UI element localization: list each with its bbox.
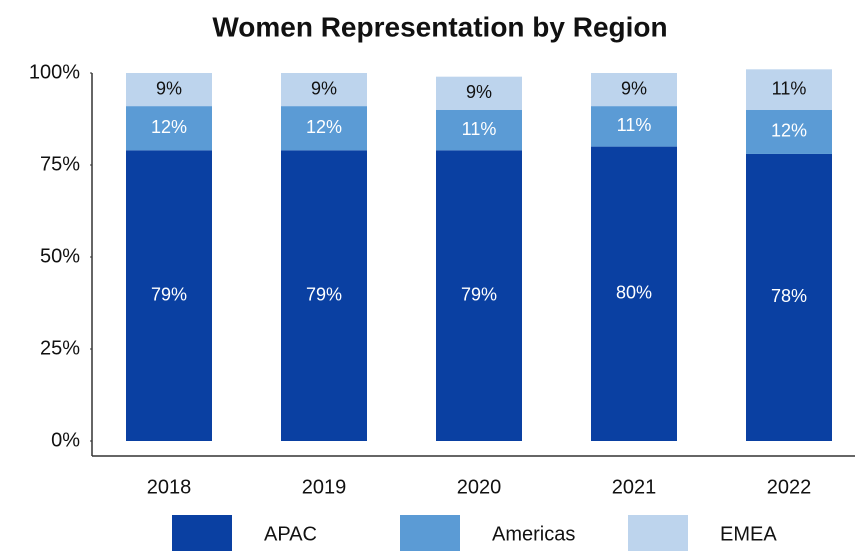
bar-segment [746,109,832,154]
bar-segment [281,150,367,441]
legend-label: Americas [492,523,575,545]
legend-swatch [628,515,688,551]
value-label: 78% [771,286,807,306]
value-label: 11% [772,78,807,98]
x-tick-label: 2018 [147,476,192,498]
bar-segment [436,76,522,110]
value-label: 9% [156,78,182,98]
legend-swatch [400,515,460,551]
value-label: 79% [461,284,497,304]
value-label: 12% [771,121,807,141]
bar-segment [591,106,677,147]
bar-segment [281,73,367,107]
legend-label: APAC [264,523,317,545]
bar-segment [126,106,212,151]
value-label: 9% [621,78,647,98]
legend-label: EMEA [720,523,777,545]
x-tick-label: 2021 [612,476,657,498]
value-label: 12% [306,117,342,137]
y-tick-label: 100% [29,61,80,83]
chart-title: Women Representation by Region [212,11,667,42]
bar-segment [436,150,522,441]
value-label: 12% [151,117,187,137]
legend-swatch [172,515,232,551]
bar-segment [746,153,832,441]
y-tick-label: 50% [40,245,80,267]
bar-segment [126,73,212,107]
bar-segment [436,109,522,151]
bar-segment [281,106,367,151]
value-label: 9% [466,82,492,102]
value-label: 11% [462,119,497,139]
value-label: 79% [306,284,342,304]
value-label: 11% [617,115,652,135]
value-label: 80% [616,283,652,303]
value-label: 9% [311,78,337,98]
bar-segment [591,146,677,441]
bar-segment [746,69,832,110]
y-tick-label: 0% [51,429,80,451]
y-tick-label: 75% [40,153,80,175]
x-tick-label: 2022 [767,476,812,498]
bar-segment [126,150,212,441]
bar-segment [591,73,677,107]
x-tick-label: 2019 [302,476,347,498]
value-label: 79% [151,284,187,304]
y-tick-label: 25% [40,337,80,359]
x-tick-label: 2020 [457,476,502,498]
